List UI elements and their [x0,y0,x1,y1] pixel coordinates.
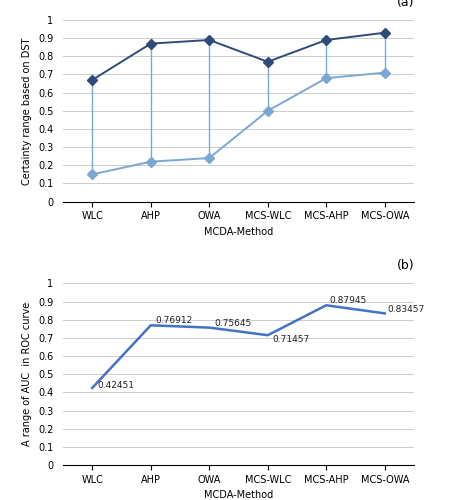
X-axis label: MCDA-Method: MCDA-Method [204,227,273,237]
Y-axis label: Certainty range based on DST: Certainty range based on DST [22,37,32,184]
Text: 0.71457: 0.71457 [272,336,310,344]
Text: 0.87945: 0.87945 [329,296,366,306]
Text: 0.42451: 0.42451 [97,381,134,390]
Text: 0.76912: 0.76912 [155,316,193,326]
Text: (a): (a) [396,0,414,9]
X-axis label: MCDA-Method: MCDA-Method [204,490,273,500]
Text: 0.75645: 0.75645 [214,319,251,328]
Y-axis label: A range of AUC  in ROC curve: A range of AUC in ROC curve [22,302,32,446]
Text: (b): (b) [396,260,414,272]
Text: 0.83457: 0.83457 [388,304,425,314]
